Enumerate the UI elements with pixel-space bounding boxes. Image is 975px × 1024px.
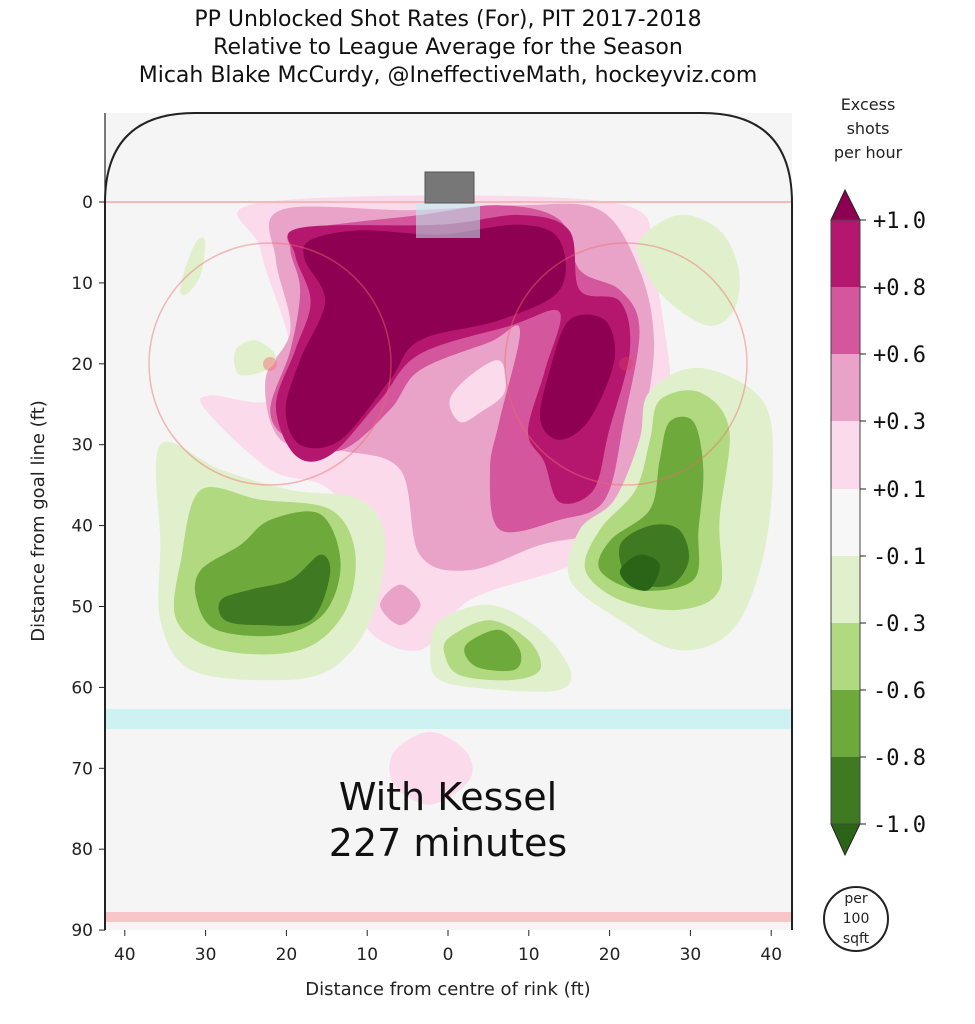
- contour-region-level-1.0: [285, 224, 566, 449]
- colorbar-title-2: shots: [847, 119, 890, 138]
- colorbar-tick-label: +0.8: [873, 276, 926, 301]
- colorbar-segment: [831, 556, 860, 624]
- colorbar-title-1: Excess: [841, 95, 896, 114]
- colorbar-extend-max: [830, 188, 861, 221]
- axes: 0 10 20 30 40 50 60 70 80 90 40 30 20 10 0 10 20 30 40: [71, 113, 782, 965]
- rink-markings: [105, 201, 792, 922]
- colorbar: Excess shots per hour per 100 sqft +1.0 +…: [823, 95, 926, 952]
- colorbar-segment: [831, 421, 860, 490]
- colorbar-tick-label: -1.0: [873, 813, 926, 838]
- chart-title-line-3: Micah Blake McCurdy, @IneffectiveMath, h…: [139, 63, 758, 88]
- colorbar-tick-label: +0.3: [873, 410, 926, 435]
- colorbar-segment: [831, 690, 860, 758]
- colorbar-title-3: per hour: [834, 143, 903, 162]
- y-tick-label: 50: [71, 598, 93, 618]
- colorbar-outline: [830, 219, 861, 825]
- x-tick-label: 0: [443, 945, 454, 965]
- colorbar-tick-label: +1.0: [873, 209, 926, 234]
- x-tick-label: 20: [599, 945, 621, 965]
- centre-red-line: [105, 912, 792, 922]
- colorbar-tick-label: +0.6: [873, 343, 926, 368]
- contour-region-level-0.1: [389, 731, 473, 805]
- rink-boards: [104, 112, 793, 930]
- chart-title-line-1: PP Unblocked Shot Rates (For), PIT 2017-…: [194, 7, 701, 32]
- y-tick-label: 60: [71, 678, 93, 698]
- contour-region-level--0.6: [464, 629, 522, 672]
- goal-crease: [416, 203, 480, 238]
- x-tick-label: 20: [276, 945, 298, 965]
- faceoff-dot-right: [619, 357, 633, 371]
- colorbar-tick-label: -0.1: [873, 545, 926, 570]
- contour-region-level--0.8: [218, 554, 331, 626]
- colorbar-segment: [831, 757, 860, 825]
- blue-line: [105, 709, 792, 729]
- x-tick-label: 30: [195, 945, 217, 965]
- colorbar-segment: [831, 489, 860, 557]
- unit-badge-line-3: sqft: [843, 931, 870, 947]
- x-tick-label: 10: [356, 945, 378, 965]
- colorbar-extend-min: [830, 823, 861, 857]
- x-axis-label: Distance from centre of rink (ft): [305, 979, 590, 1000]
- y-tick-label: 70: [71, 759, 93, 779]
- colorbar-segment: [831, 354, 860, 422]
- y-tick-label: 80: [71, 840, 93, 860]
- unit-badge: [823, 886, 889, 952]
- x-tick-label: 10: [518, 945, 540, 965]
- y-tick-label: 90: [71, 921, 93, 941]
- colorbar-tick-label: -0.6: [873, 679, 926, 704]
- contour-regions: [155, 195, 773, 805]
- contour-region-level-1.0: [539, 314, 616, 440]
- x-tick-label: 40: [760, 945, 782, 965]
- y-tick-label: 40: [71, 517, 93, 537]
- colorbar-segment: [831, 220, 860, 288]
- unit-badge-line-2: 100: [843, 911, 870, 927]
- chart-title-line-2: Relative to League Average for the Seaso…: [213, 35, 683, 60]
- contour-region-level--1.0: [619, 554, 660, 591]
- goal-net: [424, 171, 475, 204]
- annotation-minutes: 227 minutes: [329, 821, 567, 865]
- faceoff-circle-left: [148, 242, 392, 486]
- unit-badge-line-1: per: [844, 891, 868, 907]
- colorbar-tick-label: +0.1: [873, 478, 926, 503]
- colorbar-tick-label: -0.8: [873, 746, 926, 771]
- faceoff-circle-right: [504, 242, 748, 486]
- annotation-player: With Kessel: [339, 775, 557, 819]
- colorbar-segment: [831, 287, 860, 355]
- y-tick-label: 0: [82, 193, 93, 213]
- x-tick-label: 40: [114, 945, 136, 965]
- y-tick-label: 30: [71, 436, 93, 456]
- contour-region-level--0.1: [180, 237, 206, 296]
- y-tick-label: 20: [71, 355, 93, 375]
- colorbar-tick-label: -0.3: [873, 612, 926, 637]
- x-tick-label: 30: [680, 945, 702, 965]
- faceoff-dot-left: [263, 357, 277, 371]
- colorbar-segment: [831, 623, 860, 691]
- y-tick-label: 10: [71, 274, 93, 294]
- contour-region-level-0.3: [380, 584, 421, 626]
- contour-region-level--0.1: [637, 214, 740, 326]
- contour-region-level-0.1: [449, 360, 507, 423]
- y-axis-label: Distance from goal line (ft): [28, 400, 49, 642]
